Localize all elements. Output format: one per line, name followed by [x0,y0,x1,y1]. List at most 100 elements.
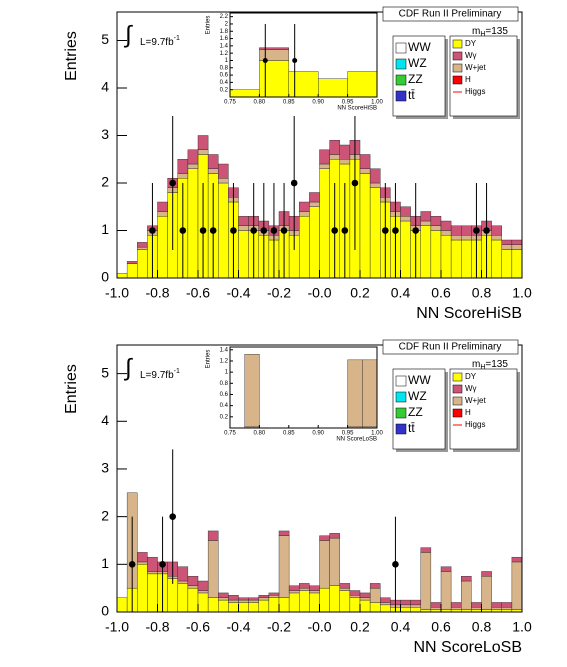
bar [501,602,513,608]
bar [450,602,462,608]
y-tick-label: 0 [101,603,109,619]
y-tick-label: 1.2 [220,359,229,365]
bar [126,263,138,279]
x-tick-label: -0.8 [145,285,169,301]
bar [318,78,348,98]
header: CDF Run II Preliminary [399,342,502,353]
bar [339,590,351,613]
x-tick-label: 1.0 [512,285,532,301]
x-tick-label: -0.2 [267,285,291,301]
y-axis-label: Entries [63,31,80,81]
mass-symbol: m [472,26,480,37]
bar [229,89,260,98]
y-tick-label: 0.4 [220,80,229,86]
bar [116,597,128,613]
bar [218,163,229,179]
legend-swatch [452,75,463,85]
data-point [412,227,419,234]
bar [309,592,320,613]
bar [400,607,411,613]
bar [329,537,340,586]
mass-value: =135 [485,359,508,370]
bar [177,159,189,174]
y-axis-label: Entries [206,350,212,369]
bar [491,602,502,608]
bar [177,173,189,179]
bar [339,159,351,165]
bar [491,235,502,241]
bar [491,607,502,610]
x-tick-label: -0.8 [145,619,169,635]
bar [511,244,523,250]
bar [197,592,209,613]
bar [329,154,340,160]
bar [359,154,371,169]
bar [471,607,482,610]
bar [218,592,229,598]
bar [238,597,249,601]
bar [400,216,411,222]
legend-label: WW [408,373,431,387]
bar [430,230,442,279]
luminosity-text: L=9.7fb [140,37,174,48]
data-point [230,227,237,234]
bar [319,535,330,541]
legend-label: tt̄ [408,88,415,102]
bar [137,249,148,279]
bar [137,561,148,565]
legend-swatch [452,63,463,73]
mass-symbol: m [472,359,480,370]
x-axis-label: NN ScoreHiSB [337,106,377,112]
bar [309,192,320,203]
bar [137,242,148,248]
legend-swatch [395,42,407,54]
bar [299,590,310,613]
bar [430,607,442,610]
y-tick-label: 1.2 [220,51,229,57]
x-tick-label: 0.80 [254,100,266,106]
bar [299,583,310,589]
bar [177,580,189,584]
bar [238,602,249,613]
bar [187,168,199,279]
luminosity-exponent: -1 [174,368,180,375]
data-point [290,179,298,187]
bar [339,587,351,591]
header-box [382,339,519,355]
bar [329,140,340,155]
bar [410,604,421,608]
bar [157,201,168,212]
bar [268,597,280,613]
legend-swatch [452,39,463,49]
bar [259,60,289,98]
x-tick-label: 1.00 [371,100,383,106]
bar [238,230,249,279]
y-tick-label: 1 [101,221,109,237]
bar [187,576,199,586]
legend-label: WZ [408,389,427,403]
bar [137,246,148,250]
legend-label: ZZ [408,405,423,419]
bar [420,547,432,553]
bar [420,211,432,222]
bar [420,225,432,279]
bar [461,576,472,582]
x-axis-label: NN ScoreHiSB [416,305,522,322]
bar [238,216,249,226]
y-tick-label: 0.2 [220,87,229,93]
bar [461,239,472,279]
x-tick-label: 0.2 [350,619,370,635]
legend-label: WZ [408,56,427,70]
bar [359,597,371,601]
bar [461,580,472,610]
x-tick-label: 0.90 [312,100,324,106]
luminosity-text: L=9.7fb [140,370,174,381]
bar [147,556,158,572]
bar [177,583,189,613]
y-tick-label: 1 [101,555,109,571]
bar [288,590,300,594]
data-point [341,227,349,234]
bar [177,566,189,582]
bar [450,239,462,279]
x-tick-label: 0.90 [312,431,324,437]
